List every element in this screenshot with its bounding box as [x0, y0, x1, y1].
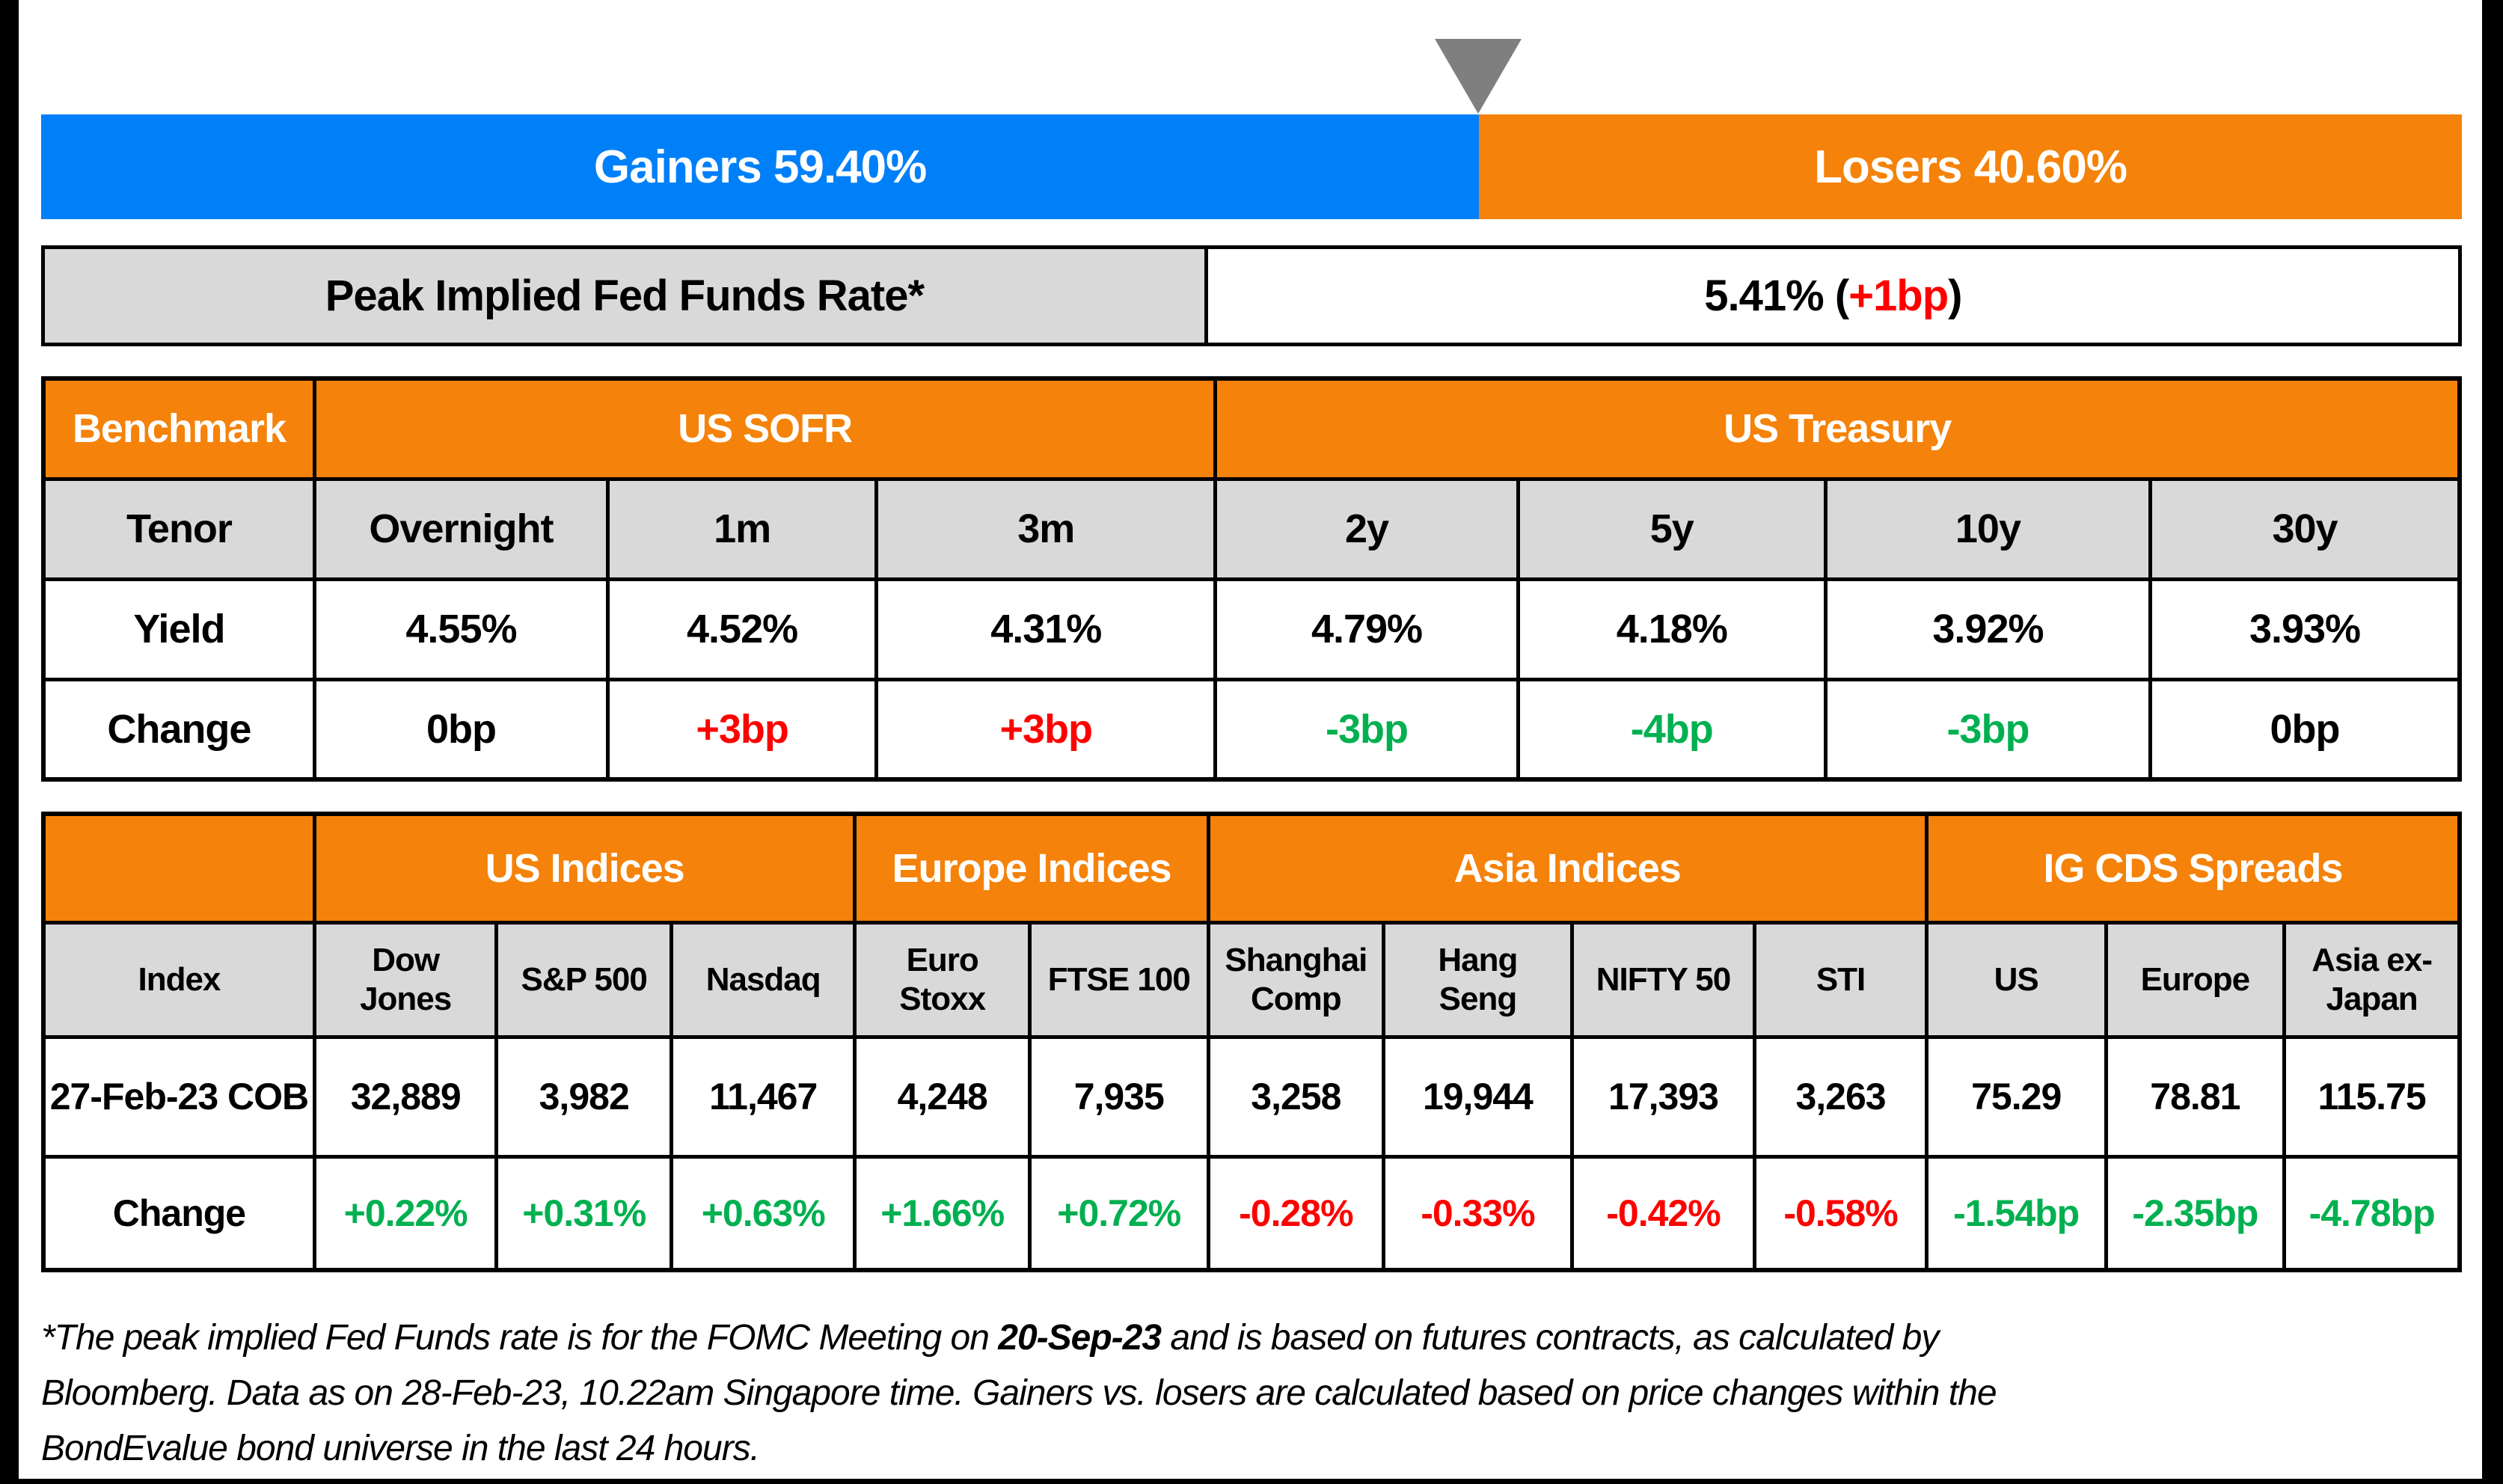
change-cell-3: -3bp: [1213, 677, 1520, 782]
cob-value-cell-10: 78.81: [2104, 1034, 2287, 1159]
change-cell-1: +3bp: [605, 677, 879, 782]
indices-change-cell-6: -0.33%: [1382, 1154, 1574, 1272]
benchmark-corner-header: Benchmark: [41, 376, 316, 481]
index-header-1: S&P 500: [494, 920, 673, 1039]
cob-value-cell-1: 3,982: [494, 1034, 673, 1159]
indices-change-cell-7: -0.42%: [1569, 1154, 1757, 1272]
cob-value-cell-2: 11,467: [669, 1034, 857, 1159]
footnote-line-2: Bloomberg. Data as on 28-Feb-23, 10.22am…: [41, 1373, 1997, 1413]
tenor-header-0: Overnight: [312, 476, 610, 581]
change-cell-0: 0bp: [312, 677, 610, 782]
frame-border-bottom: [0, 1479, 2503, 1484]
indices-change-row-label: Change: [41, 1154, 316, 1272]
yield-cell-0: 4.55%: [312, 577, 610, 681]
peak-fed-funds-row: Peak Implied Fed Funds Rate* 5.41% (+1bp…: [41, 245, 2462, 346]
indices-corner-header: [41, 812, 316, 925]
gainers-losers-marker-triangle-icon: [1435, 39, 1522, 114]
indices-group-header-2: Asia Indices: [1206, 812, 1928, 925]
tenor-header-1: 1m: [605, 476, 879, 581]
peak-fed-funds-label: Peak Implied Fed Funds Rate*: [41, 245, 1208, 346]
cob-value-cell-9: 75.29: [1924, 1034, 2108, 1159]
tenor-row-label: Tenor: [41, 476, 316, 581]
cob-value-cell-6: 19,944: [1382, 1034, 1574, 1159]
indices-change-cell-3: +1.66%: [853, 1154, 1032, 1272]
index-header-5: Shanghai Comp: [1206, 920, 1386, 1039]
frame-border-right: [2482, 0, 2503, 1484]
cob-value-cell-5: 3,258: [1206, 1034, 1386, 1159]
indices-change-cell-10: -2.35bp: [2104, 1154, 2287, 1272]
frame-border-left: [0, 0, 19, 1484]
losers-label: Losers 40.60%: [1814, 141, 2127, 193]
peak-value-change: +1bp: [1848, 272, 1949, 320]
gainers-losers-bar: Gainers 59.40% Losers 40.60%: [41, 114, 2462, 219]
yield-row-label: Yield: [41, 577, 316, 681]
change-cell-2: +3bp: [874, 677, 1218, 782]
index-header-8: STI: [1753, 920, 1928, 1039]
footnote-text: *The peak implied Fed Funds rate is for …: [41, 1310, 2465, 1477]
losers-segment: Losers 40.60%: [1479, 114, 2462, 219]
yield-cell-3: 4.79%: [1213, 577, 1520, 681]
index-header-0: Dow Jones: [312, 920, 499, 1039]
indices-change-cell-0: +0.22%: [312, 1154, 499, 1272]
index-header-2: Nasdaq: [669, 920, 857, 1039]
benchmark-table: Benchmark US SOFR US Treasury Tenor Overnigh…: [41, 376, 2462, 782]
change-row-label: Change: [41, 677, 316, 782]
change-cell-5: -3bp: [1823, 677, 2153, 782]
footnote-line-1: *The peak implied Fed Funds rate is for …: [41, 1318, 1939, 1358]
cob-value-cell-4: 7,935: [1027, 1034, 1210, 1159]
benchmark-group-header-0: US SOFR: [312, 376, 1218, 481]
yield-cell-4: 4.18%: [1516, 577, 1828, 681]
indices-table: US Indices Europe Indices Asia Indices IG C…: [41, 812, 2462, 1272]
indices-change-cell-9: -1.54bp: [1924, 1154, 2108, 1272]
index-header-4: FTSE 100: [1027, 920, 1210, 1039]
indices-change-cell-5: -0.28%: [1206, 1154, 1386, 1272]
indices-group-header-0: US Indices: [312, 812, 857, 925]
change-cell-4: -4bp: [1516, 677, 1828, 782]
tenor-header-2: 3m: [874, 476, 1218, 581]
cob-value-cell-7: 17,393: [1569, 1034, 1757, 1159]
cob-value-cell-11: 115.75: [2282, 1034, 2462, 1159]
index-header-9: US: [1924, 920, 2108, 1039]
change-cell-6: 0bp: [2148, 677, 2462, 782]
index-header-6: Hang Seng: [1382, 920, 1574, 1039]
indices-change-cell-2: +0.63%: [669, 1154, 857, 1272]
tenor-header-3: 2y: [1213, 476, 1520, 581]
indices-group-header-1: Europe Indices: [853, 812, 1210, 925]
indices-change-cell-11: -4.78bp: [2282, 1154, 2462, 1272]
footnote-line-3: BondEvalue bond universe in the last 24 …: [41, 1429, 760, 1468]
tenor-header-6: 30y: [2148, 476, 2462, 581]
index-row-label: Index: [41, 920, 316, 1039]
gainers-segment: Gainers 59.40%: [41, 114, 1480, 219]
tenor-header-4: 5y: [1516, 476, 1828, 581]
tenor-header-5: 10y: [1823, 476, 2153, 581]
benchmark-group-header-1: US Treasury: [1213, 376, 2462, 481]
peak-value-suffix: ): [1948, 272, 1962, 320]
yield-cell-6: 3.93%: [2148, 577, 2462, 681]
index-header-3: Euro Stoxx: [853, 920, 1032, 1039]
cob-row-label: 27-Feb-23 COB: [41, 1034, 316, 1159]
indices-change-cell-8: -0.58%: [1753, 1154, 1928, 1272]
cob-value-cell-8: 3,263: [1753, 1034, 1928, 1159]
yield-cell-2: 4.31%: [874, 577, 1218, 681]
peak-value-prefix: 5.41% (: [1704, 272, 1849, 320]
index-header-7: NIFTY 50: [1569, 920, 1757, 1039]
cob-value-cell-3: 4,248: [853, 1034, 1032, 1159]
indices-change-cell-1: +0.31%: [494, 1154, 673, 1272]
gainers-label: Gainers 59.40%: [593, 141, 927, 193]
indices-change-cell-4: +0.72%: [1027, 1154, 1210, 1272]
indices-group-header-3: IG CDS Spreads: [1924, 812, 2462, 925]
yield-cell-5: 3.92%: [1823, 577, 2153, 681]
cob-value-cell-0: 32,889: [312, 1034, 499, 1159]
yield-cell-1: 4.52%: [605, 577, 879, 681]
index-header-11: Asia ex-Japan: [2282, 920, 2462, 1039]
peak-fed-funds-value: 5.41% (+1bp): [1207, 245, 2462, 346]
index-header-10: Europe: [2104, 920, 2287, 1039]
